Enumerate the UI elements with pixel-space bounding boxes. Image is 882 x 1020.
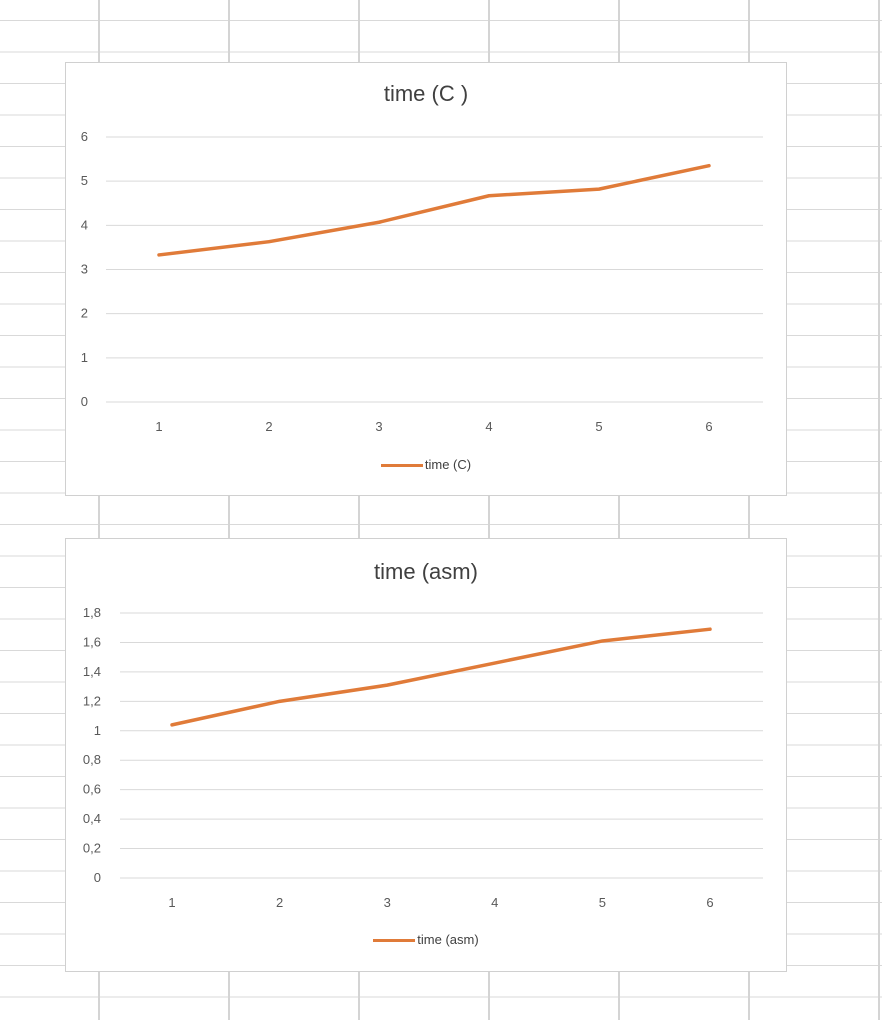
chart-asm-y-tick-label: 0,6	[83, 782, 101, 797]
chart-asm-y-tick-label: 0	[94, 870, 101, 885]
chart-c-legend: time (C)	[66, 457, 786, 472]
chart-asm-y-tick-label: 1,6	[83, 634, 101, 649]
chart-asm-data-point	[278, 699, 282, 703]
chart-asm-x-tick-label: 4	[491, 895, 498, 910]
chart-c-series-line	[157, 163, 711, 257]
chart-asm-legend-swatch	[373, 939, 416, 943]
chart-asm: time (asm) 0 0,2 0,4 0,6 0,8 1 1,2 1,4 1,6 1,8 1 2 3…	[65, 538, 787, 972]
chart-c-data-point	[267, 240, 271, 244]
chart-c-x-tick-label: 3	[375, 419, 382, 434]
chart-c-y-tick-label: 6	[81, 129, 88, 144]
chart-asm-x-tick-label: 2	[276, 895, 283, 910]
chart-c-x-tick-label: 4	[485, 419, 492, 434]
chart-c-y-tick-label: 4	[81, 217, 88, 232]
chart-c-data-point	[157, 253, 161, 257]
chart-asm-y-tick-label: 0,4	[83, 811, 101, 826]
chart-c-legend-label: time (C)	[424, 457, 472, 472]
chart-asm-data-point	[708, 627, 712, 631]
chart-c-y-tick-label: 5	[81, 173, 88, 188]
chart-asm-data-point	[385, 683, 389, 687]
chart-c-data-point	[707, 164, 711, 168]
chart-c-y-tick-label: 1	[81, 350, 88, 365]
chart-asm-x-tick-label: 3	[384, 895, 391, 910]
chart-c-data-point	[377, 220, 381, 224]
chart-c-y-tick-label: 0	[81, 394, 88, 409]
chart-asm-x-tick-label: 1	[168, 895, 175, 910]
chart-asm-y-tick-label: 1	[94, 723, 101, 738]
chart-c-x-tick-label: 5	[595, 419, 602, 434]
chart-c-y-tick-label: 2	[81, 306, 88, 321]
chart-c-plot: 0 1 2 3 4 5 6 1 2 3 4 5 6	[81, 129, 763, 434]
chart-asm-title: time (asm)	[374, 559, 478, 584]
chart-asm-x-tick-label: 5	[599, 895, 606, 910]
chart-asm-legend-label: time (asm)	[417, 932, 479, 947]
chart-asm-y-tick-label: 1,2	[83, 693, 101, 708]
chart-c-data-point	[487, 194, 491, 198]
chart-asm-y-tick-label: 1,8	[83, 605, 101, 620]
chart-asm-y-tick-label: 0,8	[83, 752, 101, 767]
chart-asm-data-point	[170, 723, 174, 727]
chart-c-x-tick-label: 2	[265, 419, 272, 434]
chart-asm-legend: time (asm)	[66, 932, 786, 947]
chart-asm-y-tick-label: 0,2	[83, 841, 101, 856]
chart-c-x-tick-label: 1	[155, 419, 162, 434]
chart-c-data-point	[597, 187, 601, 191]
chart-asm-y-tick-label: 1,4	[83, 664, 101, 679]
chart-asm-data-point	[600, 639, 604, 643]
chart-c-title: time (C )	[383, 81, 469, 106]
chart-c-x-tick-label: 6	[705, 419, 712, 434]
chart-c: time (C ) 0 1 2 3 4 5 6 1 2 3 4 5 6 time (C)	[65, 62, 787, 496]
chart-asm-data-point	[493, 661, 497, 665]
chart-c-legend-swatch	[380, 464, 423, 468]
chart-asm-x-tick-label: 6	[706, 895, 713, 910]
chart-c-y-tick-label: 3	[81, 262, 88, 277]
chart-asm-plot: 0 0,2 0,4 0,6 0,8 1 1,2 1,4 1,6 1,8 1 2 3 4 5 6	[83, 605, 763, 910]
chart-asm-series-line	[170, 627, 712, 727]
